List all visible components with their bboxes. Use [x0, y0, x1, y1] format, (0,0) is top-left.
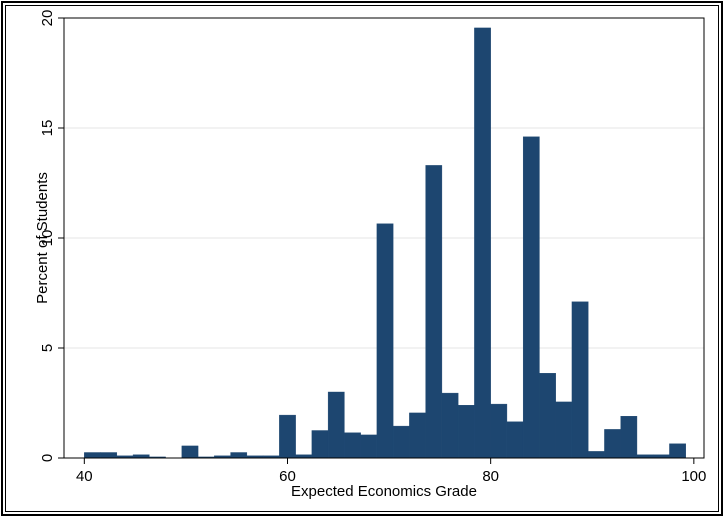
histogram-bar [571, 301, 589, 459]
histogram-bar [425, 165, 443, 459]
histogram-bar [620, 416, 638, 459]
histogram-bar [279, 414, 296, 459]
x-tick-label: 80 [482, 468, 499, 485]
histogram-bar [311, 430, 329, 459]
axes: 0 5 10 15 20 40 60 80 100 [39, 10, 706, 485]
histogram-bar [376, 223, 394, 459]
x-tick-label: 60 [279, 468, 296, 485]
histogram-bar [474, 27, 491, 459]
histogram-bar [100, 452, 118, 459]
histogram-bar [327, 391, 345, 459]
histogram-bar [360, 434, 378, 459]
y-tick-label: 5 [39, 344, 56, 352]
histogram-bar [539, 373, 556, 459]
histogram-bar [181, 445, 199, 459]
histogram-bar [344, 432, 361, 459]
histogram-bar [457, 405, 475, 459]
y-tick-label: 20 [39, 10, 56, 27]
x-tick-label: 100 [681, 468, 706, 485]
histogram-bar [522, 136, 540, 459]
x-axis-title: Expected Economics Grade [291, 483, 477, 500]
y-tick-label: 15 [39, 120, 56, 137]
chart-inner-border [5, 5, 719, 512]
y-tick-label: 0 [39, 454, 56, 462]
histogram-bar [392, 425, 410, 459]
histogram-bar [555, 401, 573, 459]
histogram-bar [230, 452, 248, 459]
histogram-bar [506, 421, 524, 459]
histogram-bars [84, 27, 686, 459]
histogram-bar [587, 451, 605, 459]
y-tick-label: 10 [39, 230, 56, 247]
x-tick-label: 40 [76, 468, 93, 485]
histogram-bar [604, 429, 621, 459]
y-axis-title: Percent of Students [34, 172, 51, 304]
histogram-bar [490, 403, 508, 459]
histogram-bar [409, 412, 426, 459]
histogram-bar [84, 452, 101, 459]
histogram-bar [441, 392, 459, 459]
histogram-bar [669, 443, 686, 459]
